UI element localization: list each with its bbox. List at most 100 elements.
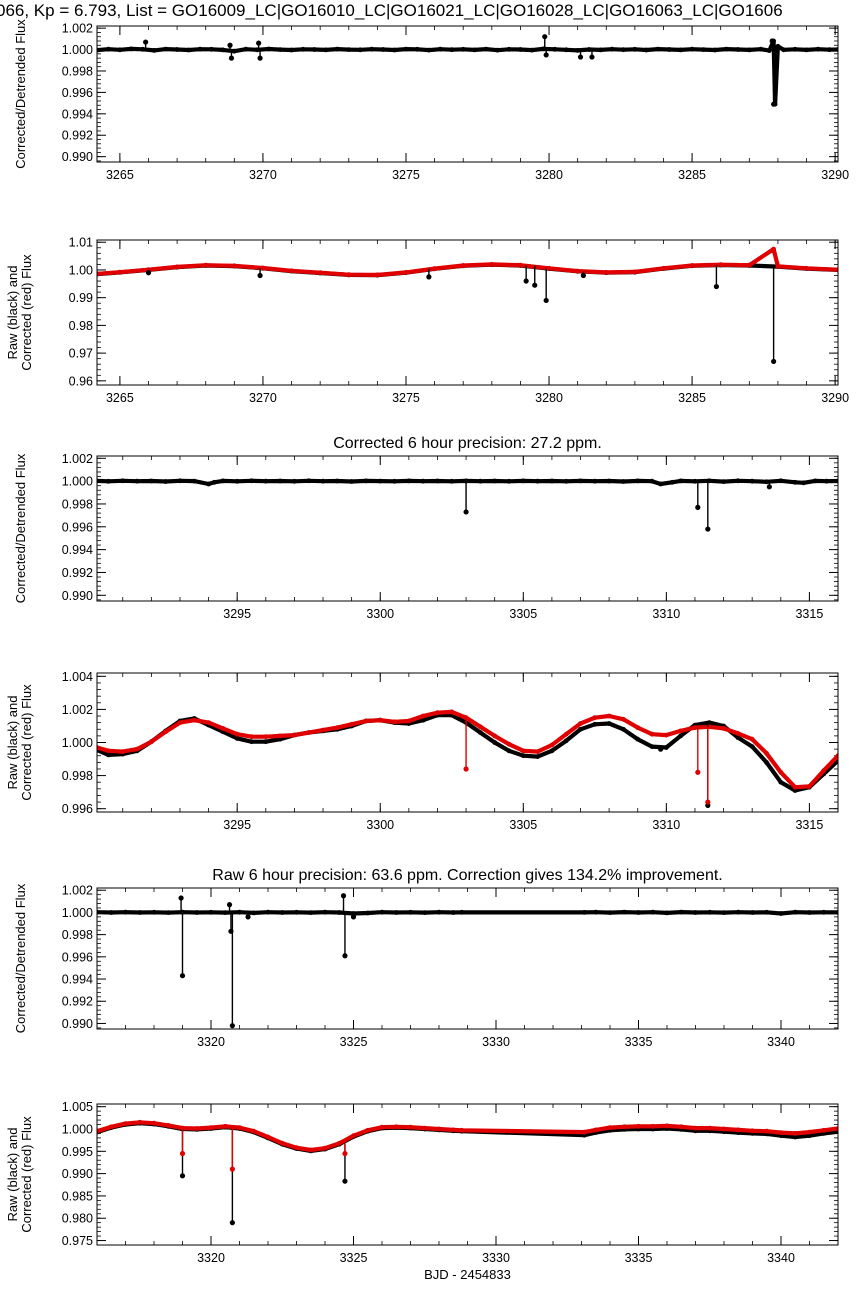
outlier-point [532, 282, 538, 288]
series-line-red [97, 247, 838, 277]
data-point [365, 910, 371, 916]
data-point [520, 748, 526, 754]
data-point [489, 262, 495, 267]
data-point [149, 478, 154, 484]
outlier-point [257, 272, 263, 279]
data-point [120, 478, 126, 484]
data-point [778, 1130, 784, 1135]
outlier-point [577, 54, 584, 60]
data-point [191, 717, 197, 723]
data-point [435, 710, 440, 716]
data-point [835, 267, 838, 273]
y-tick-label: 1.000 [62, 736, 93, 750]
data-point [792, 46, 798, 52]
data-point [807, 1129, 812, 1135]
data-point [678, 909, 684, 915]
outlier-point [463, 766, 469, 772]
data-point [459, 1127, 465, 1133]
data-point [336, 910, 342, 915]
data-point [460, 263, 466, 268]
data-point [317, 270, 323, 276]
data-point [408, 1124, 413, 1130]
outlier-point [543, 297, 549, 304]
data-point [781, 47, 786, 53]
data-point [320, 478, 326, 484]
y-tick-label: 1.000 [62, 1122, 93, 1136]
data-point [380, 47, 386, 52]
outlier-point [771, 101, 777, 107]
data-point [346, 47, 352, 52]
x-tick-label: 3265 [106, 391, 134, 405]
data-point [137, 1119, 143, 1125]
data-point [707, 1125, 713, 1131]
y-tick-label: 0.992 [62, 129, 93, 143]
y-tick-label: 0.985 [62, 1189, 93, 1203]
data-point [581, 910, 587, 915]
data-point [392, 47, 397, 53]
y-axis-label-line-1: Raw (black) and [5, 266, 20, 360]
data-point [375, 272, 380, 278]
data-point [598, 47, 603, 53]
data-point [206, 481, 212, 487]
data-point [322, 1145, 328, 1151]
data-point [403, 46, 409, 52]
x-tick-label: 3290 [821, 168, 849, 182]
x-tick-label: 3265 [106, 168, 134, 182]
data-point [678, 478, 683, 484]
data-point [649, 731, 655, 737]
data-point [492, 478, 498, 484]
data-point [549, 748, 555, 754]
data-point [807, 1133, 812, 1139]
x-tick-label: 3310 [652, 607, 680, 621]
data-point [549, 742, 555, 748]
outlier-point [227, 42, 233, 48]
data-point [635, 725, 641, 730]
data-point [97, 745, 100, 750]
data-point [436, 909, 442, 915]
plot-area [97, 478, 838, 532]
data-point [592, 721, 598, 727]
data-point [650, 909, 656, 915]
y-axis-label-line-2: Corrected (red) Flux [19, 684, 34, 801]
data-point [764, 1128, 770, 1134]
data-point [678, 1124, 684, 1130]
data-point [821, 909, 827, 915]
data-point [249, 739, 254, 745]
data-point [792, 909, 798, 915]
data-point [97, 271, 100, 277]
data-point [379, 909, 385, 915]
data-point [334, 46, 340, 52]
x-tick-label: 3335 [625, 1035, 653, 1049]
data-point [306, 730, 312, 735]
data-point [835, 1126, 838, 1131]
data-point [128, 46, 134, 52]
data-point [692, 478, 698, 484]
data-point [621, 1124, 627, 1130]
data-point [134, 746, 140, 752]
data-point [621, 909, 627, 915]
y-tick-label: 0.998 [62, 928, 93, 942]
data-point [689, 263, 695, 268]
data-point [292, 478, 297, 484]
x-tick-label: 3305 [509, 607, 537, 621]
data-point [636, 910, 641, 915]
data-point [792, 479, 798, 485]
data-point [363, 718, 369, 724]
outlier-point [523, 278, 529, 284]
data-point [420, 717, 426, 723]
figure-title: 066, Kp = 6.793, List = GO16009_LC|GO160… [0, 1, 783, 20]
data-point [749, 744, 755, 749]
data-point [766, 48, 772, 53]
data-point [693, 910, 698, 915]
data-point [778, 779, 784, 785]
data-point [506, 741, 512, 747]
data-point [422, 910, 428, 915]
data-point [211, 479, 217, 485]
data-point [279, 910, 285, 915]
data-point [609, 46, 615, 52]
data-point [563, 478, 569, 484]
data-point [575, 48, 580, 53]
data-point [403, 270, 409, 275]
data-point [807, 784, 812, 789]
